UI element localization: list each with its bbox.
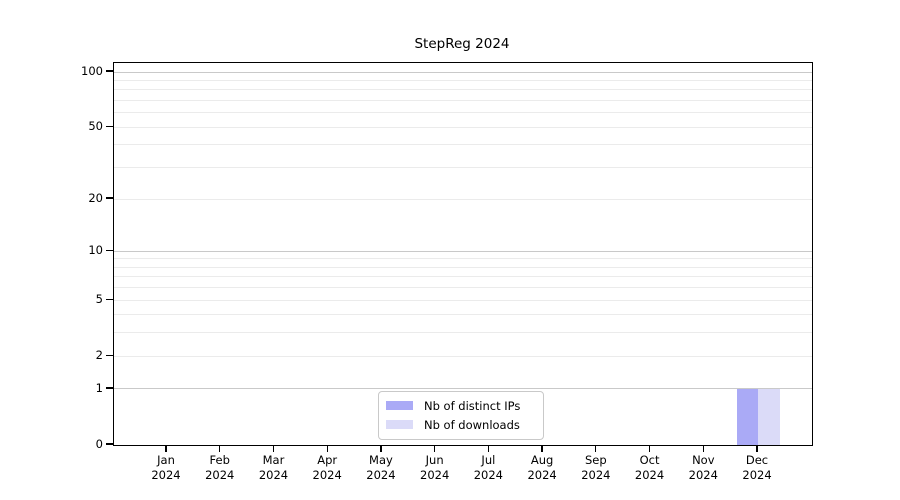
x-tick <box>702 445 704 452</box>
x-tick-label: Oct 2024 <box>620 453 680 482</box>
x-tick-label: Jul 2024 <box>458 453 518 482</box>
x-tick-year: 2024 <box>312 467 342 482</box>
chart-title: StepReg 2024 <box>414 36 510 52</box>
y-tick-label: 20 <box>88 191 103 205</box>
x-tick-label: Mar 2024 <box>243 453 303 482</box>
x-tick-label: Nov 2024 <box>673 453 733 482</box>
gridline-minor <box>114 287 812 289</box>
x-tick-label: Apr 2024 <box>297 453 357 482</box>
gridline-minor <box>114 332 812 334</box>
y-tick <box>106 70 113 72</box>
gridline-minor <box>114 100 812 102</box>
gridline-minor <box>114 112 812 114</box>
x-tick-label: Aug 2024 <box>512 453 572 482</box>
y-tick <box>106 443 113 445</box>
x-tick-year: 2024 <box>742 467 772 482</box>
x-tick <box>756 445 758 452</box>
gridline-minor <box>114 167 812 169</box>
x-tick-month: Mar <box>262 453 285 467</box>
y-tick <box>106 249 113 251</box>
x-tick <box>380 445 382 452</box>
gridline-major <box>114 71 812 73</box>
y-tick <box>106 298 113 300</box>
gridline-minor <box>114 89 812 91</box>
plot-area <box>113 62 813 446</box>
x-tick-year: 2024 <box>527 467 557 482</box>
x-tick-year: 2024 <box>688 467 718 482</box>
x-tick-label: Sep 2024 <box>566 453 626 482</box>
gridline-minor <box>114 80 812 82</box>
bar-downloads-dec <box>758 388 780 445</box>
x-tick <box>541 445 543 452</box>
legend-label: Nb of distinct IPs <box>424 398 521 413</box>
y-tick <box>106 354 113 356</box>
x-tick-month: May <box>369 453 393 467</box>
bar-distinct-ips-dec <box>736 388 759 445</box>
x-tick-year: 2024 <box>258 467 289 482</box>
legend-swatch-downloads <box>386 419 413 430</box>
x-tick-year: 2024 <box>366 467 396 482</box>
x-tick-label: Jun 2024 <box>405 453 465 482</box>
x-tick-year: 2024 <box>473 467 504 482</box>
x-tick-year: 2024 <box>634 467 665 482</box>
gridline-minor <box>114 266 812 268</box>
x-tick <box>434 445 436 452</box>
x-tick <box>272 445 275 452</box>
legend-entry: Nb of downloads <box>386 415 537 434</box>
x-tick-year: 2024 <box>420 467 450 482</box>
y-tick <box>106 197 113 199</box>
x-tick-month: Dec <box>745 453 769 467</box>
x-tick-month: Jun <box>425 453 444 467</box>
x-tick <box>165 445 167 452</box>
x-tick-month: Aug <box>530 453 554 467</box>
x-tick <box>648 445 651 452</box>
x-tick-month: Feb <box>209 453 230 467</box>
x-tick-year: 2024 <box>581 467 611 482</box>
y-tick <box>106 387 113 389</box>
x-tick-label: Feb 2024 <box>190 453 250 482</box>
legend-entry: Nb of distinct IPs <box>386 396 537 415</box>
y-tick-label: 2 <box>95 348 103 363</box>
x-tick <box>326 445 328 452</box>
x-tick-label: Jan 2024 <box>136 453 196 482</box>
x-tick-year: 2024 <box>151 467 181 482</box>
x-tick <box>487 445 490 452</box>
legend-label: Nb of downloads <box>424 417 520 432</box>
gridline-minor <box>114 314 812 316</box>
legend: Nb of distinct IPs Nb of downloads <box>378 391 544 440</box>
x-tick-year: 2024 <box>205 467 235 482</box>
gridline-minor <box>114 144 812 146</box>
gridline-minor <box>114 258 812 260</box>
gridline-major <box>114 250 812 252</box>
y-tick-label: 10 <box>88 243 103 258</box>
x-tick <box>595 445 597 452</box>
gridline-minor <box>114 276 812 278</box>
y-tick-label: 100 <box>81 64 103 79</box>
x-tick-label: Dec 2024 <box>727 453 787 482</box>
x-tick-month: Jul <box>481 453 496 467</box>
y-tick-label: 1 <box>95 380 103 395</box>
x-tick-month: Sep <box>584 453 607 467</box>
y-tick-label: 0 <box>95 437 103 451</box>
x-tick-label: May 2024 <box>351 453 411 482</box>
gridline-major <box>114 388 812 390</box>
x-tick-month: Oct <box>639 453 660 467</box>
legend-swatch-distinct-ips <box>386 400 413 411</box>
y-tick-label: 5 <box>95 292 103 307</box>
gridline-minor <box>114 355 812 357</box>
y-tick-label: 50 <box>88 119 103 134</box>
y-tick <box>106 125 113 127</box>
gridline-minor <box>114 198 812 200</box>
x-tick-month: Apr <box>317 453 338 467</box>
x-tick <box>219 445 221 452</box>
gridline-minor <box>114 126 812 128</box>
x-tick-month: Jan <box>157 453 175 467</box>
gridline-minor <box>114 299 812 301</box>
x-tick-month: Nov <box>692 453 715 467</box>
